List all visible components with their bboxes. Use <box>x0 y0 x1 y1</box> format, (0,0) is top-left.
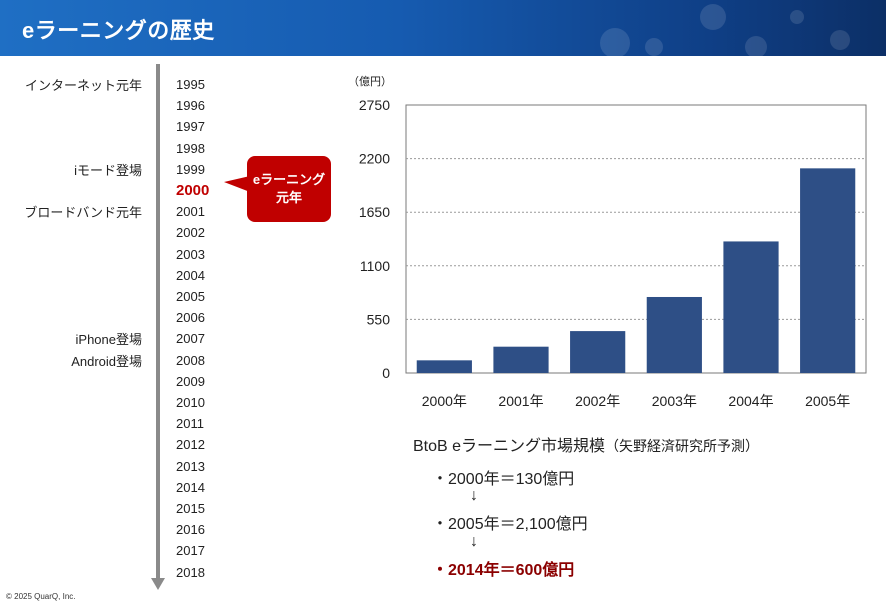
timeline-year-1995: 1995 <box>176 77 205 92</box>
down-arrow-icon: ↓ <box>470 487 478 504</box>
market-size-chart: 0 550 1100 1650 2200 2750 （億円） 2000年 2001年 2002年 2… <box>348 75 867 409</box>
decor-dot <box>700 4 726 30</box>
timeline-year-2001: 2001 <box>176 204 205 220</box>
x-tick-label: 2003年 <box>652 393 697 409</box>
decor-dot <box>745 36 767 56</box>
timeline-year-2010: 2010 <box>176 395 205 410</box>
caption-title: BtoB eラーニング市場規模（矢野経済研究所予測） <box>413 432 759 456</box>
timeline-year-2000: 2000 <box>176 182 210 199</box>
x-tick-label: 2002年 <box>575 393 620 409</box>
elearning-callout: eラーニング 元年 <box>247 156 331 222</box>
callout-line-2: 元年 <box>275 190 302 205</box>
timeline-arrow-head <box>151 578 165 590</box>
decor-dot <box>830 30 850 50</box>
y-tick-label: 2200 <box>359 151 390 167</box>
bullet-2014: ・2014年＝600億円 <box>432 562 575 579</box>
timeline-year-2003: 2003 <box>176 246 205 262</box>
timeline-event: iPhone登場 <box>75 332 142 348</box>
timeline-year-2018: 2018 <box>176 564 205 580</box>
bar-2005年 <box>800 168 856 373</box>
timeline-year-2007: 2007 <box>176 331 205 347</box>
timeline-year-2006: 2006 <box>176 310 205 326</box>
bar-2003年 <box>646 296 702 373</box>
timeline-year-2011: 2011 <box>176 416 204 432</box>
y-tick-label: 1650 <box>359 204 390 220</box>
y-unit-label: （億円） <box>348 75 392 88</box>
timeline-year-1998: 1998 <box>176 140 205 156</box>
timeline-year-1997: 1997 <box>176 119 205 135</box>
y-tick-label: 2750 <box>359 97 390 113</box>
timeline-arrow <box>156 64 160 580</box>
y-tick-label: 1100 <box>360 258 390 274</box>
copyright: © 2025 QuarQ, Inc. <box>6 592 76 601</box>
plot-frame <box>405 104 867 374</box>
timeline-year-2017: 2017 <box>176 543 205 559</box>
header-bar: eラーニングの歴史 <box>0 0 886 56</box>
timeline-year-1999: 1999 <box>176 161 205 177</box>
y-tick-label: 550 <box>367 311 391 327</box>
bullet-2000: ・2000年＝130億円 <box>432 471 575 488</box>
decor-dot <box>600 28 630 56</box>
caption-source: （矢野経済研究所予測） <box>605 438 760 454</box>
down-arrow-icon: ↓ <box>470 533 478 550</box>
decor-dot <box>790 10 804 24</box>
y-tick-label: 0 <box>382 365 390 381</box>
timeline-year-2002: 2002 <box>176 225 205 241</box>
callout-line-1: eラーニング <box>252 172 326 187</box>
timeline-year-2015: 2015 <box>176 501 205 516</box>
timeline-event: ブロードバンド元年 <box>24 205 142 221</box>
caption-title-text: BtoB eラーニング市場規模 <box>413 438 606 455</box>
timeline-year-2012: 2012 <box>176 437 205 453</box>
page-title: eラーニングの歴史 <box>22 18 215 43</box>
x-tick-label: 2005年 <box>805 393 850 409</box>
timeline-year-1996: 1996 <box>176 98 205 114</box>
x-tick-label: 2001年 <box>498 393 543 409</box>
timeline-event: インターネット元年 <box>24 78 142 93</box>
timeline-year-2005: 2005 <box>176 289 205 304</box>
bar-2001年 <box>493 346 549 373</box>
decor-dot <box>645 38 663 56</box>
x-tick-label: 2000年 <box>422 393 467 409</box>
timeline-year-2014: 2014 <box>176 479 205 495</box>
bullet-2005: ・2005年＝2,100億円 <box>432 516 588 533</box>
timeline-year-2009: 2009 <box>176 373 205 389</box>
timeline-year-2008: 2008 <box>176 352 205 368</box>
timeline-year-2004: 2004 <box>176 267 205 283</box>
timeline-event: Android登場 <box>71 353 142 369</box>
timeline-event: iモード登場 <box>74 162 142 178</box>
timeline-year-2013: 2013 <box>176 458 205 474</box>
bar-2004年 <box>723 241 779 373</box>
callout-tail <box>224 176 250 192</box>
timeline-year-2016: 2016 <box>176 522 205 538</box>
bar-2000年 <box>416 360 472 373</box>
bar-2002年 <box>570 331 626 373</box>
x-tick-label: 2004年 <box>728 393 773 409</box>
